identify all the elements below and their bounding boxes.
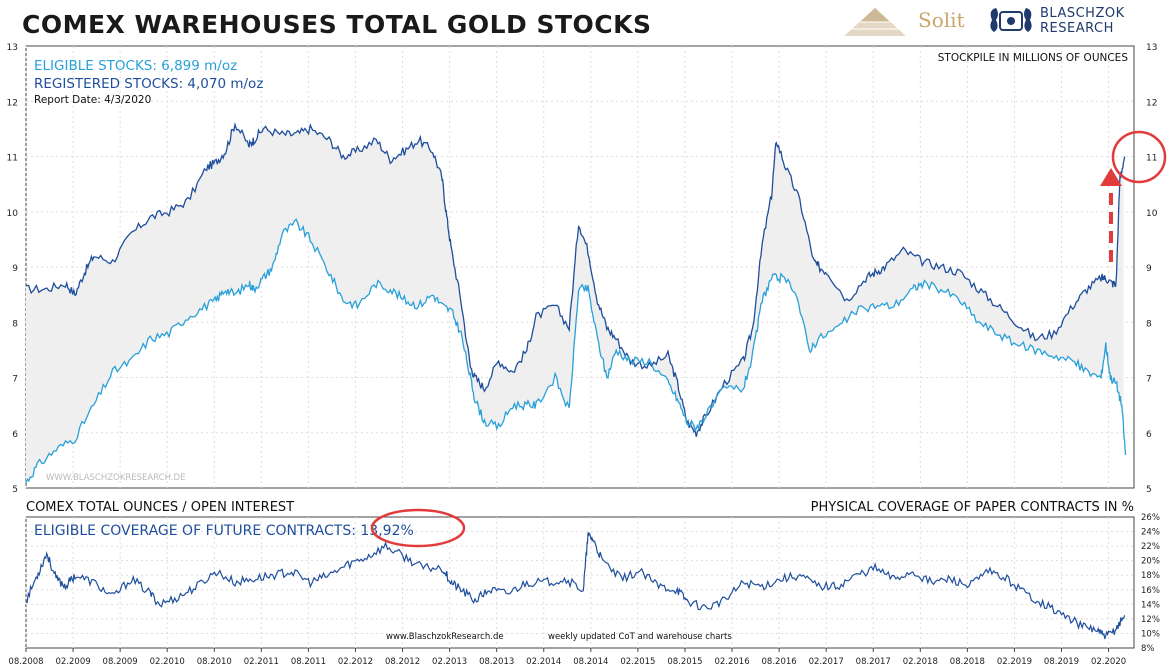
report-date: Report Date: 4/3/2020 (34, 94, 151, 106)
solit-logo: Solit (918, 8, 965, 32)
bottom-y-tick-label: 26% (1141, 513, 1160, 523)
eligible-stocks-line (25, 122, 1126, 437)
top-y-tick-label-left: 5 (12, 485, 18, 495)
pyramid-logo-icon (844, 8, 906, 36)
x-tick-label: 02.2016 (714, 657, 749, 667)
x-tick-label: 02.2018 (903, 657, 938, 667)
bottom-gridlines (25, 517, 1134, 648)
top-y-tick-label-right: 6 (1146, 430, 1152, 440)
bottom-panel-frame (25, 516, 1135, 649)
bottom-y-tick-label: 14% (1141, 600, 1160, 610)
x-axis-ticks: 08.2008 02.2009 08.2009 02.2010 08.2010 02.20… (8, 648, 1126, 667)
x-tick-label: 02.2009 (55, 657, 90, 667)
registered-stocks-line (25, 218, 1127, 484)
x-tick-label: 08.2019 (1044, 657, 1079, 667)
annotation-ellipse-bottom (370, 508, 466, 548)
bottom-y-tick-label: 12% (1141, 615, 1160, 625)
top-y-tick-label-left: 12 (7, 98, 18, 108)
top-y-tick-label-left: 6 (12, 430, 18, 440)
bottom-y-ticks: 8% 10% 12% 14% 16% 18% 20% 22% 24% 26% (1141, 513, 1160, 654)
x-tick-label: 02.2012 (338, 657, 373, 667)
x-tick-label: 02.2013 (432, 657, 467, 667)
bottom-right-header: PHYSICAL COVERAGE OF PAPER CONTRACTS IN … (811, 500, 1134, 515)
footer-site: www.BlaschzokResearch.de (386, 632, 504, 642)
footer-note: weekly updated CoT and warehouse charts (548, 632, 732, 642)
top-y-tick-label-right: 10 (1146, 209, 1158, 219)
x-tick-label: 02.2015 (620, 657, 655, 667)
top-y-ticks-left: 5 6 7 8 9 10 11 12 13 (7, 43, 19, 495)
top-y-tick-label-right: 5 (1146, 485, 1152, 495)
top-y-tick-label-right: 13 (1146, 43, 1157, 53)
bottom-y-tick-label: 18% (1141, 571, 1160, 581)
x-tick-label: 02.2019 (997, 657, 1032, 667)
top-y-tick-label-right: 12 (1146, 98, 1157, 108)
bottom-y-tick-label: 16% (1141, 586, 1160, 596)
blaschzok-crest-icon (990, 8, 1032, 32)
watermark: WWW.BLASCHZOKRESEARCH.DE (46, 473, 185, 483)
stocks-spread-fill (26, 124, 1124, 483)
x-tick-label: 08.2013 (479, 657, 514, 667)
top-y-tick-label-left: 11 (7, 154, 18, 164)
bottom-y-tick-label: 24% (1141, 528, 1160, 538)
x-tick-label: 08.2015 (667, 657, 702, 667)
top-y-tick-label-left: 7 (12, 375, 18, 385)
top-y-tick-label-left: 9 (12, 264, 18, 274)
top-y-tick-label-left: 13 (7, 43, 18, 53)
x-tick-label: 08.2014 (573, 657, 608, 667)
x-tick-label: 08.2017 (856, 657, 891, 667)
top-y-tick-label-right: 9 (1146, 264, 1152, 274)
x-tick-label: 02.2011 (244, 657, 279, 667)
eligible-stocks-label: ELIGIBLE STOCKS: 6,899 m/oz (34, 58, 237, 74)
top-y-tick-label-left: 10 (7, 209, 19, 219)
top-y-tick-label-right: 8 (1146, 319, 1152, 329)
top-y-tick-label-right: 11 (1146, 154, 1157, 164)
blaschzok-logo: BLASCHZOK RESEARCH (1040, 6, 1125, 36)
bottom-y-tick-label: 20% (1141, 557, 1160, 567)
x-tick-label: 08.2016 (762, 657, 797, 667)
x-tick-label: 08.2012 (385, 657, 420, 667)
x-tick-label: 02.2014 (526, 657, 561, 667)
coverage-line (25, 532, 1126, 640)
x-tick-label: 08.2011 (291, 657, 326, 667)
bottom-left-header: COMEX TOTAL OUNCES / OPEN INTEREST (26, 500, 294, 515)
x-tick-label: 08.2009 (103, 657, 138, 667)
x-tick-label: 02.2010 (150, 657, 185, 667)
top-y-tick-label-left: 8 (12, 319, 18, 329)
bottom-y-tick-label: 22% (1141, 542, 1160, 552)
registered-stocks-label: REGISTERED STOCKS: 4,070 m/oz (34, 76, 263, 92)
x-tick-label: 08.2010 (197, 657, 232, 667)
top-y-ticks-right: 5 6 7 8 9 10 11 12 13 (1146, 43, 1158, 495)
bottom-y-tick-label: 8% (1141, 644, 1155, 654)
annotation-arrow-head-icon (1100, 168, 1122, 186)
units-label: STOCKPILE IN MILLIONS OF OUNCES (938, 52, 1129, 64)
bottom-y-tick-label: 10% (1141, 629, 1160, 639)
logo-line-2: RESEARCH (1040, 21, 1114, 36)
annotation-circle-top (1111, 130, 1167, 184)
chart-title: COMEX WAREHOUSES TOTAL GOLD STOCKS (22, 10, 652, 39)
x-tick-label: 08.2018 (950, 657, 985, 667)
x-tick-label: 08.2008 (8, 657, 43, 667)
logo-line-1: BLASCHZOK (1040, 6, 1125, 21)
top-y-tick-label-right: 7 (1146, 375, 1152, 385)
x-tick-label: 02.2020 (1091, 657, 1126, 667)
coverage-label: ELIGIBLE COVERAGE OF FUTURE CONTRACTS: 1… (34, 523, 414, 539)
x-tick-label: 02.2017 (809, 657, 844, 667)
